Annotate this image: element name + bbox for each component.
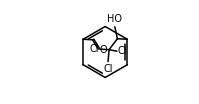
Text: Cl: Cl [117,46,127,56]
Text: Cl: Cl [103,64,113,74]
Text: HO: HO [107,14,122,24]
Text: Cl: Cl [90,44,99,54]
Text: O: O [99,45,107,55]
